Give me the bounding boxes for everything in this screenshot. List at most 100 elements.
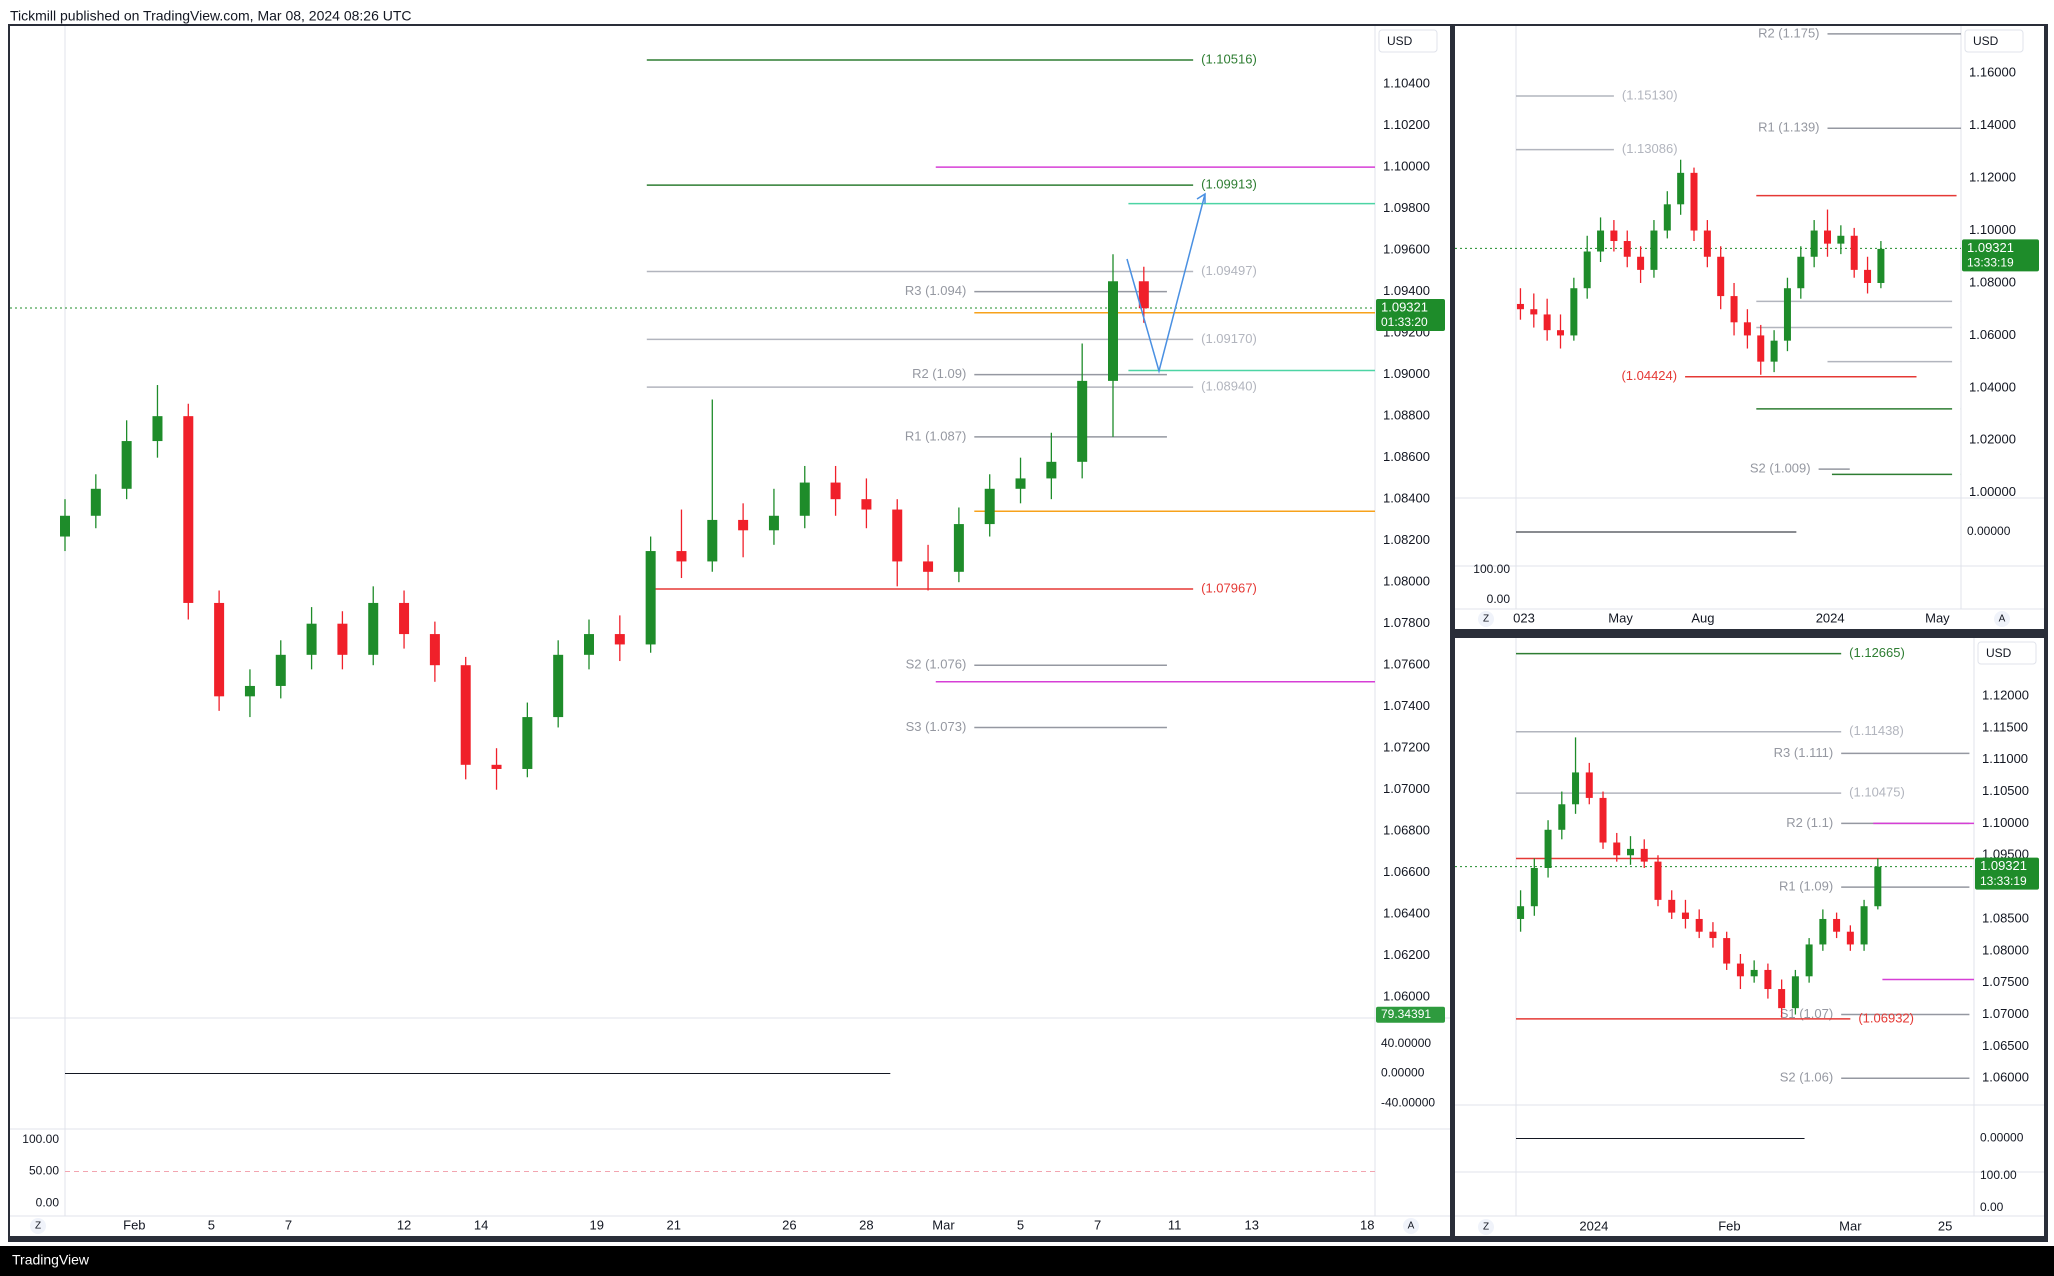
candle-body (1543, 314, 1551, 331)
candle-body (1517, 906, 1525, 919)
x-tick-label: May (1608, 610, 1633, 625)
candle-body (738, 519, 749, 531)
stoch-tick-label: 0.00 (1487, 592, 1511, 606)
arrow-head (1196, 192, 1206, 204)
currency-label: USD (1387, 34, 1413, 48)
candle-body (1583, 251, 1591, 289)
y-tick-label: 1.07200 (1383, 740, 1430, 755)
y-tick-label: 1.06000 (1969, 327, 2016, 342)
y-tick-label: 1.06000 (1982, 1070, 2029, 1085)
candle-body (1810, 230, 1818, 257)
candle-body (214, 602, 225, 697)
y-tick-label: 1.07600 (1383, 657, 1430, 672)
candle-body (1824, 230, 1831, 244)
countdown-label: 13:33:19 (1980, 874, 2027, 888)
level-label: R2 (1.1) (1786, 815, 1833, 830)
candle-body (1640, 848, 1648, 862)
y-tick-label: 1.06200 (1383, 947, 1430, 962)
candle-body (491, 764, 502, 769)
candle-body (614, 634, 625, 645)
candle-body (1703, 230, 1711, 257)
x-tick-label: 12 (397, 1217, 411, 1232)
level-label: (1.10475) (1849, 785, 1905, 800)
chart-panel: (1.10516) (1.09913) (1.09497) R3 (1.094) (1.… (10, 26, 1450, 1236)
x-tick-label: 7 (1094, 1217, 1101, 1232)
y-tick-label: 1.06400 (1383, 906, 1430, 921)
candle-body (645, 551, 656, 645)
currency-label: USD (1986, 646, 2012, 660)
level-label: S2 (1.06) (1780, 1070, 1833, 1085)
level-label: (1.13086) (1622, 141, 1678, 156)
candle-body (522, 717, 533, 769)
currency-box (1977, 641, 2037, 665)
last-price-tag (1975, 857, 2039, 890)
scale-button-label[interactable]: Z (35, 1221, 41, 1232)
candle-body (1623, 241, 1631, 257)
stoch-tick-label: 0.00 (36, 1195, 60, 1209)
scale-button-label[interactable]: A (1408, 1221, 1415, 1232)
stoch-tick-label: 100.00 (1980, 1168, 2017, 1182)
level-label: (1.09913) (1201, 177, 1257, 192)
level-label: R3 (1.111) (1774, 745, 1834, 760)
candle-body (1730, 296, 1738, 323)
candle-body (60, 515, 70, 537)
y-tick-label: 1.06600 (1383, 864, 1430, 879)
y-tick-label: 1.00000 (1969, 484, 2016, 499)
candle-body (90, 488, 101, 516)
scale-button-label[interactable]: Z (1483, 1222, 1489, 1233)
y-tick-label: 1.08200 (1383, 532, 1430, 547)
candle-body (1530, 309, 1538, 315)
level-label: (1.15130) (1622, 87, 1678, 102)
y-tick-label: 1.11500 (1982, 719, 2028, 734)
stoch-tick-label: 50.00 (29, 1164, 59, 1178)
scale-button-label[interactable]: A (1999, 614, 2006, 625)
y-tick-label: 1.06800 (1383, 823, 1430, 838)
x-tick-label: 2024 (1579, 1218, 1608, 1233)
panel-background (1455, 638, 2044, 1236)
x-tick-label: 26 (782, 1217, 796, 1232)
candle-body (1530, 867, 1538, 907)
y-tick-label: 1.07400 (1383, 698, 1430, 713)
y-tick-label: 1.08400 (1383, 491, 1430, 506)
panels: (1.10516) (1.09913) (1.09497) R3 (1.094) (1.… (10, 26, 2044, 1236)
price-pane: R2 (1.175) (1.15130) R1 (1.139) (1.13086) (1… (1455, 26, 1961, 481)
price-pane: (1.10516) (1.09913) (1.09497) R3 (1.094) (1.… (10, 51, 1375, 790)
x-tick-label: 11 (1168, 1217, 1182, 1232)
candle-body (953, 524, 964, 572)
candle-body (1846, 931, 1854, 945)
candle-body (152, 416, 163, 442)
level-label: (1.09170) (1201, 331, 1257, 346)
candle-body (244, 685, 255, 697)
y-tick-label: 1.06000 (1383, 989, 1430, 1004)
candle-body (1770, 340, 1778, 362)
candle-body (1757, 335, 1765, 362)
candle-body (1743, 322, 1751, 336)
level-label: R1 (1.09) (1779, 879, 1833, 894)
x-tick-label: 5 (208, 1217, 215, 1232)
candle-body (676, 551, 687, 562)
y-tick-label: 1.08000 (1383, 574, 1430, 589)
stoch-tick-label: 100.00 (1473, 562, 1510, 576)
level-label: (1.04424) (1621, 368, 1677, 383)
candle-body (1874, 866, 1882, 907)
candle-body (183, 416, 194, 603)
y-tick-label: 1.07800 (1383, 615, 1430, 630)
candle-body (1791, 976, 1799, 1009)
y-tick-label: 1.10500 (1982, 783, 2029, 798)
level-label: S2 (1.009) (1750, 461, 1811, 476)
candle-body (460, 665, 471, 765)
x-tick-label: Feb (1718, 1218, 1740, 1233)
candle-body (1108, 281, 1118, 381)
x-tick-label: Feb (123, 1217, 145, 1232)
candle-body (1610, 230, 1618, 242)
candle-body (1778, 989, 1786, 1009)
candle-body (830, 482, 841, 500)
scale-button-label[interactable]: Z (1483, 614, 1489, 625)
candle-body (306, 623, 317, 655)
level-label: (1.06932) (1858, 1010, 1914, 1025)
level-label: (1.12665) (1849, 645, 1905, 660)
y-tick-label: 1.10200 (1383, 117, 1430, 132)
y-tick-label: 1.08000 (1969, 274, 2016, 289)
level-label: (1.10516) (1201, 51, 1257, 66)
